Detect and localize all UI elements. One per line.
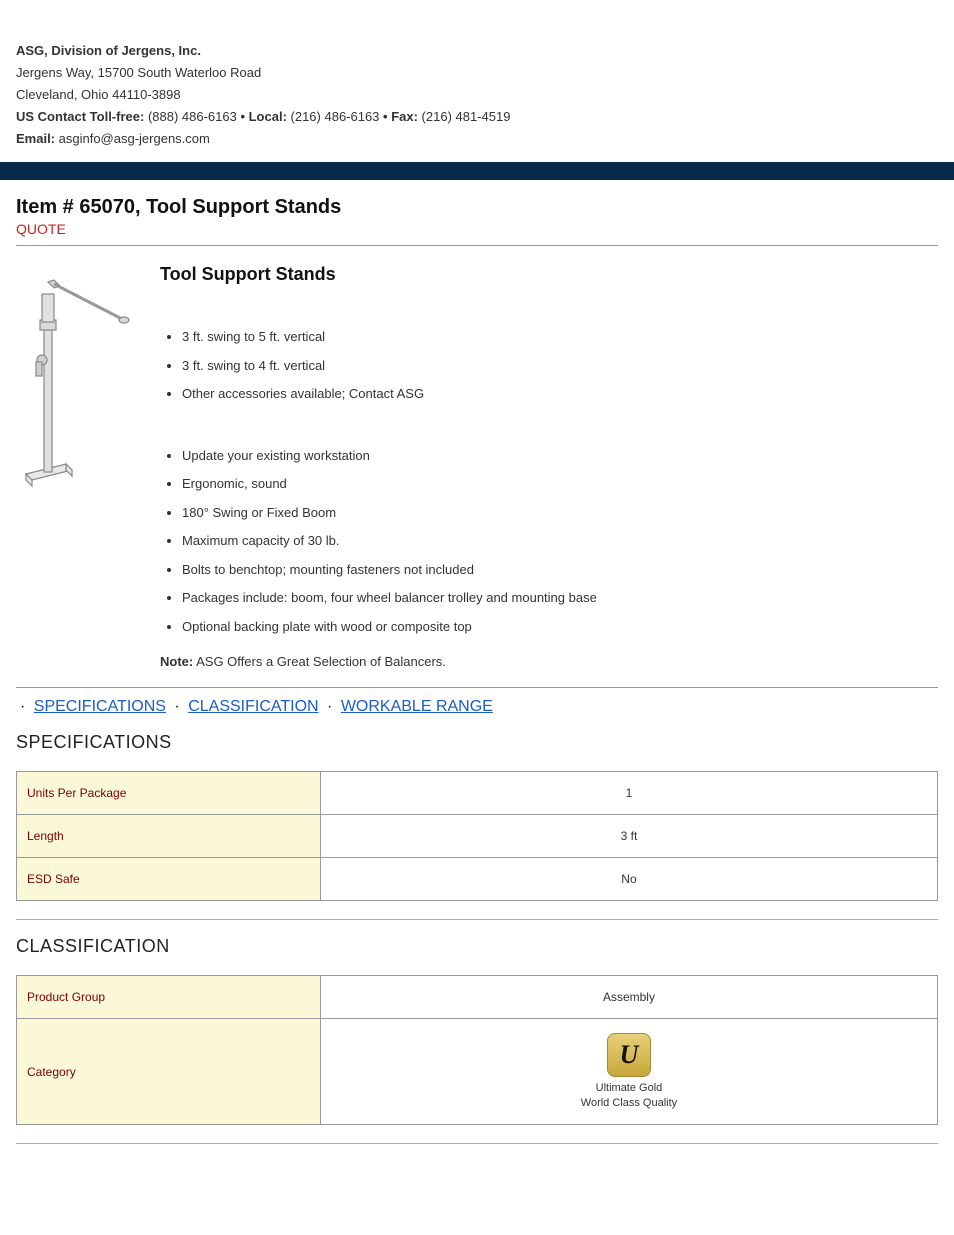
spec-value: 3 ft <box>320 815 937 858</box>
badge-text: Ultimate Gold World Class Quality <box>581 1081 677 1110</box>
email-line: Email: asginfo@asg-jergens.com <box>16 128 938 150</box>
classification-heading: CLASSIFICATION <box>16 936 938 957</box>
email-label: Email: <box>16 131 55 146</box>
bullet-icon: · <box>174 698 179 715</box>
divider <box>16 1143 938 1144</box>
list-item: Packages include: boom, four wheel balan… <box>182 588 938 608</box>
category-badge: U Ultimate Gold World Class Quality <box>581 1033 677 1110</box>
divider <box>16 245 938 246</box>
tab-classification[interactable]: CLASSIFICATION <box>188 698 318 715</box>
fax-label: • Fax: <box>383 109 418 124</box>
product-image <box>16 264 136 497</box>
company-name: ASG, Division of Jergens, Inc. <box>16 43 201 58</box>
quote-link[interactable]: QUOTE <box>16 221 66 237</box>
list-item: Maximum capacity of 30 lb. <box>182 531 938 551</box>
list-item: Optional backing plate with wood or comp… <box>182 617 938 637</box>
classification-table: Product Group Assembly Category U Ultima… <box>16 975 938 1125</box>
specifications-heading: SPECIFICATIONS <box>16 732 938 753</box>
class-value: Assembly <box>320 976 937 1019</box>
badge-line-2: World Class Quality <box>581 1097 677 1109</box>
list-item: Other accessories available; Contact ASG <box>182 384 938 404</box>
company-header: ASG, Division of Jergens, Inc. Jergens W… <box>0 0 954 162</box>
tab-specifications[interactable]: SPECIFICATIONS <box>34 698 166 715</box>
address-line-1: Jergens Way, 15700 South Waterloo Road <box>16 62 938 84</box>
local-label: • Local: <box>240 109 286 124</box>
specifications-table: Units Per Package 1 Length 3 ft ESD Safe… <box>16 771 938 901</box>
spec-value: 1 <box>320 772 937 815</box>
product-name: Tool Support Stands <box>160 264 938 285</box>
note-label: Note: <box>160 654 193 669</box>
list-item: Ergonomic, sound <box>182 474 938 494</box>
email-value: asginfo@asg-jergens.com <box>55 131 210 146</box>
note-text: ASG Offers a Great Selection of Balancer… <box>193 654 446 669</box>
divider <box>16 919 938 920</box>
list-item: 180° Swing or Fixed Boom <box>182 503 938 523</box>
divider <box>16 687 938 688</box>
spec-label: Length <box>17 815 321 858</box>
tab-workable-range[interactable]: WORKABLE RANGE <box>341 698 493 715</box>
item-title: Item # 65070, Tool Support Stands <box>16 196 938 219</box>
feature-list-a: 3 ft. swing to 5 ft. vertical 3 ft. swin… <box>182 327 938 404</box>
badge-icon: U <box>607 1033 651 1077</box>
local-value: (216) 486-6163 <box>287 109 383 124</box>
contact-line: US Contact Toll-free: (888) 486-6163 • L… <box>16 106 938 128</box>
table-row: Units Per Package 1 <box>17 772 938 815</box>
spec-label: ESD Safe <box>17 858 321 901</box>
table-row: Length 3 ft <box>17 815 938 858</box>
feature-list-b: Update your existing workstation Ergonom… <box>182 446 938 637</box>
table-row: Category U Ultimate Gold World Class Qua… <box>17 1019 938 1125</box>
bullet-icon: · <box>20 698 25 715</box>
table-row: Product Group Assembly <box>17 976 938 1019</box>
divider-bar <box>0 162 954 180</box>
address-line-2: Cleveland, Ohio 44110-3898 <box>16 84 938 106</box>
tab-nav: · SPECIFICATIONS · CLASSIFICATION · WORK… <box>16 698 938 716</box>
fax-value: (216) 481-4519 <box>418 109 511 124</box>
badge-line-1: Ultimate Gold <box>596 1082 663 1094</box>
list-item: Bolts to benchtop; mounting fasteners no… <box>182 560 938 580</box>
note-line: Note: ASG Offers a Great Selection of Ba… <box>160 654 938 669</box>
class-label: Category <box>17 1019 321 1125</box>
class-value-badge: U Ultimate Gold World Class Quality <box>320 1019 937 1125</box>
toll-free-value: (888) 486-6163 <box>144 109 240 124</box>
list-item: Update your existing workstation <box>182 446 938 466</box>
bullet-icon: · <box>327 698 332 715</box>
spec-value: No <box>320 858 937 901</box>
toll-free-label: US Contact Toll-free: <box>16 109 144 124</box>
list-item: 3 ft. swing to 4 ft. vertical <box>182 356 938 376</box>
class-label: Product Group <box>17 976 321 1019</box>
list-item: 3 ft. swing to 5 ft. vertical <box>182 327 938 347</box>
table-row: ESD Safe No <box>17 858 938 901</box>
tool-stand-icon <box>16 264 136 494</box>
spec-label: Units Per Package <box>17 772 321 815</box>
